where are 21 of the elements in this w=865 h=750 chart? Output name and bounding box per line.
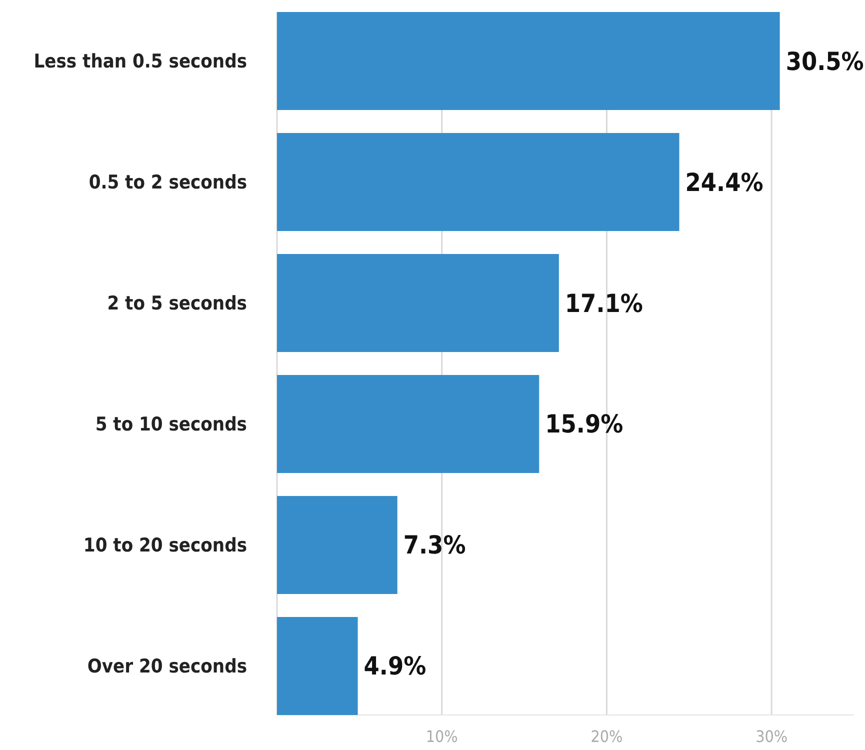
x-tick-label: 20% xyxy=(590,727,623,746)
x-tick-label: 30% xyxy=(756,727,788,746)
data-label: 4.9% xyxy=(364,652,426,681)
y-tick-label: Less than 0.5 seconds xyxy=(34,50,247,73)
y-tick-label: 0.5 to 2 seconds xyxy=(88,172,247,194)
bar xyxy=(277,12,780,110)
bar xyxy=(277,254,559,352)
x-tick-label: 10% xyxy=(426,727,458,746)
data-label: 15.9% xyxy=(545,410,624,439)
data-label: 17.1% xyxy=(564,288,643,318)
bar xyxy=(277,496,398,594)
bar xyxy=(277,133,680,232)
bar xyxy=(277,616,358,715)
data-label: 24.4% xyxy=(685,168,764,197)
bar xyxy=(277,374,540,474)
data-label: 30.5% xyxy=(786,46,864,76)
y-tick-label: Over 20 seconds xyxy=(87,656,247,678)
data-label: 7.3% xyxy=(403,530,466,560)
y-tick-label: 2 to 5 seconds xyxy=(107,292,247,315)
y-tick-label: 10 to 20 seconds xyxy=(83,534,247,557)
y-tick-label: 5 to 10 seconds xyxy=(95,414,247,436)
